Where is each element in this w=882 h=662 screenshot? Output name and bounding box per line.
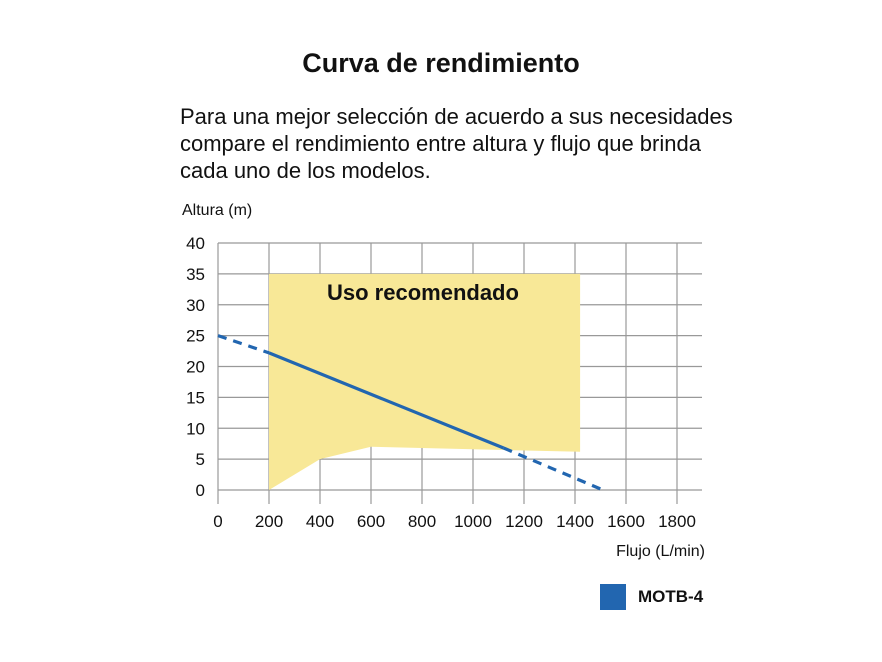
recommended-area-label: Uso recomendado [327, 280, 519, 305]
x-axis-label: Flujo (L/min) [616, 543, 705, 560]
y-tick-35: 35 [186, 265, 205, 284]
y-tick-5: 5 [196, 450, 205, 469]
chart-description: Para una mejor selección de acuerdo a su… [180, 103, 740, 184]
series-0-segment-2 [502, 446, 604, 492]
x-tick-1200: 1200 [505, 512, 543, 531]
x-tick-1400: 1400 [556, 512, 594, 531]
y-tick-15: 15 [186, 388, 205, 407]
x-tick-800: 800 [408, 512, 436, 531]
series-lines [217, 334, 604, 492]
x-tick-labels: 0 200 400 600 800 1000 1200 1400 1600 1800 [213, 512, 696, 531]
legend: MOTB-4 [600, 584, 703, 610]
y-tick-0: 0 [196, 481, 205, 500]
recommended-region: Uso recomendado [269, 273, 581, 490]
x-tick-1800: 1800 [658, 512, 696, 531]
y-tick-labels: 0 5 10 15 20 25 30 35 40 [186, 234, 205, 500]
x-tick-600: 600 [357, 512, 385, 531]
y-tick-20: 20 [186, 358, 205, 377]
description-line-1: Para una mejor selección de acuerdo a su… [180, 104, 733, 129]
x-tick-0: 0 [213, 512, 222, 531]
x-tick-400: 400 [306, 512, 334, 531]
series-0-segment-0 [217, 334, 270, 355]
x-tick-200: 200 [255, 512, 283, 531]
y-tick-10: 10 [186, 419, 205, 438]
legend-label: MOTB-4 [638, 587, 704, 606]
description-line-2: compare el rendimiento entre altura y fl… [180, 131, 701, 156]
y-tick-30: 30 [186, 296, 205, 315]
chart-title: Curva de rendimiento [302, 48, 580, 78]
x-tick-1600: 1600 [607, 512, 645, 531]
y-tick-40: 40 [186, 234, 205, 253]
legend-swatch [600, 584, 626, 610]
x-tick-1000: 1000 [454, 512, 492, 531]
series-0-segment-1 [268, 351, 505, 450]
y-axis-label: Altura (m) [182, 202, 252, 219]
description-line-3: cada uno de los modelos. [180, 158, 431, 183]
recommended-area [269, 273, 581, 490]
y-tick-25: 25 [186, 327, 205, 346]
